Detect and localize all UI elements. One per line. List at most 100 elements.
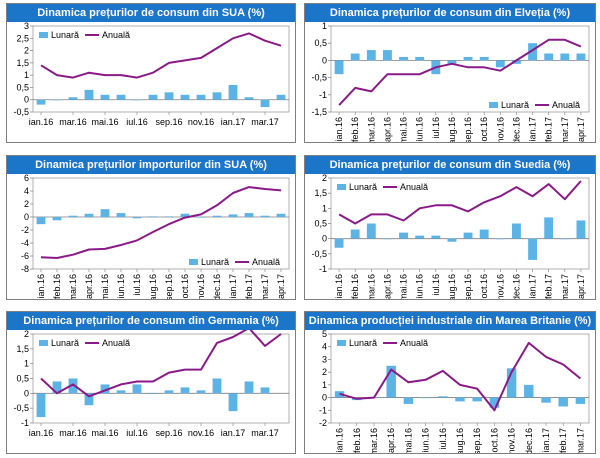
bar	[212, 215, 222, 217]
bar	[386, 365, 396, 398]
bar	[132, 99, 142, 101]
x-tick-label: feb.17	[544, 117, 554, 142]
y-tick-label: 0	[24, 388, 29, 398]
y-tick-label: 0,5	[314, 219, 327, 229]
bar	[415, 56, 425, 61]
x-tick-label: oct.16	[479, 117, 489, 142]
x-tick-label: iul.16	[126, 428, 148, 438]
plot-area	[32, 25, 290, 113]
y-tick-label: -1	[21, 418, 29, 428]
x-tick-label: nov.16	[188, 428, 214, 438]
chart-title: Dinamica prețurilor de consum din Elveți…	[305, 4, 595, 22]
bar	[68, 215, 78, 217]
bar	[366, 223, 376, 239]
bar	[399, 56, 408, 61]
legend-label-annual: Anuală	[102, 338, 130, 348]
chart-title: Dinamica prețurilor importurilor din SUA…	[7, 156, 295, 174]
x-tick-label: feb.17	[544, 274, 554, 299]
x-tick-label: dec.16	[511, 274, 521, 299]
x-tick-label: apr.17	[576, 274, 586, 299]
x-tick-label: ian.17	[221, 428, 246, 438]
x-tick-label: ian.16	[334, 117, 344, 142]
x-tick-label: mar.17	[260, 274, 270, 299]
bar	[576, 53, 586, 61]
bar	[180, 387, 190, 394]
bar	[541, 397, 551, 403]
x-tick-label: mai.16	[91, 117, 118, 127]
bar	[512, 60, 521, 64]
x-tick-label: ian.17	[541, 428, 551, 453]
y-tick-label: 1	[322, 380, 327, 390]
x-tick-label: iul.16	[431, 274, 441, 296]
legend-label-monthly: Lunară	[349, 182, 377, 192]
bar	[350, 229, 360, 239]
x-tick-label: mar.16	[369, 428, 379, 453]
bar	[244, 213, 254, 217]
bar	[479, 229, 489, 239]
bar	[100, 384, 110, 394]
bar	[472, 397, 482, 402]
y-tick-label: 0	[24, 95, 29, 105]
x-tick-label: iul.16	[438, 428, 448, 450]
bar	[52, 217, 62, 221]
y-tick-label: 2	[24, 46, 29, 56]
legend-label-monthly: Lunară	[201, 257, 229, 267]
x-tick-label: mai.16	[100, 274, 110, 299]
y-tick-label: 0,5	[16, 82, 29, 92]
bar	[228, 84, 238, 100]
y-tick-label: 2	[322, 367, 327, 377]
y-tick-label: 0	[322, 234, 327, 244]
x-tick-label: dec.16	[511, 117, 521, 142]
y-tick-label: 4	[322, 342, 327, 352]
legend-label-annual: Anuală	[400, 182, 428, 192]
chart-title: Dinamica prețurilor de consum din Suedia…	[305, 156, 595, 174]
bar	[560, 238, 570, 240]
y-tick-label: -4	[21, 238, 29, 248]
chart-panel-uk-industrial-production: Dinamica producției industriale din Mare…	[304, 311, 596, 454]
x-tick-label: mar.17	[560, 117, 570, 142]
legend-swatch-monthly	[39, 32, 48, 38]
bar	[100, 209, 110, 217]
x-tick-label: ian.16	[29, 428, 54, 438]
y-tick-label: 4	[24, 186, 29, 196]
y-tick-label: -0,5	[13, 107, 29, 117]
bar	[36, 393, 46, 418]
bar	[132, 217, 142, 219]
bar	[164, 92, 174, 100]
y-tick-label: -6	[21, 251, 29, 261]
x-tick-label: nov.16	[196, 274, 206, 299]
x-tick-label: ian.16	[36, 274, 46, 299]
y-tick-label: 0,5	[314, 38, 327, 48]
bar	[116, 390, 126, 394]
bar	[528, 43, 537, 61]
bar	[212, 378, 222, 394]
x-tick-label: ian.16	[334, 274, 344, 299]
x-tick-label: feb.17	[558, 428, 568, 453]
y-tick-label: -0,5	[13, 403, 29, 413]
legend-label-annual: Anuală	[552, 100, 580, 110]
x-tick-label: mar.17	[560, 274, 570, 299]
bar	[420, 397, 431, 399]
chart-panel-germania-cpi: Dinamica prețurilor de consum din German…	[6, 311, 296, 454]
y-tick-label: 0	[322, 393, 327, 403]
y-tick-label: 2	[24, 330, 29, 339]
x-tick-label: iul.16	[132, 274, 142, 296]
bar	[506, 368, 517, 398]
legend-swatch-monthly	[337, 340, 346, 346]
bar	[148, 94, 158, 100]
bar	[544, 53, 554, 61]
bar	[244, 381, 254, 394]
bar	[180, 213, 190, 217]
legend-label-monthly: Lunară	[51, 338, 79, 348]
x-tick-label: oct.16	[180, 274, 190, 299]
bar	[524, 384, 534, 398]
bar	[148, 393, 158, 394]
bar	[350, 53, 360, 61]
x-tick-label: mai.16	[91, 428, 118, 438]
x-tick-label: aug.16	[447, 274, 457, 299]
bar	[180, 94, 190, 100]
chart-svg: -1,5 -1 -0,5 0 0,5 1 ian.16 feb.16 mar.16 apr.16 m…	[311, 22, 590, 142]
chart-panel-suedia-cpi: Dinamica prețurilor de consum din Suedia…	[304, 155, 596, 300]
y-tick-label: 1	[24, 359, 29, 369]
